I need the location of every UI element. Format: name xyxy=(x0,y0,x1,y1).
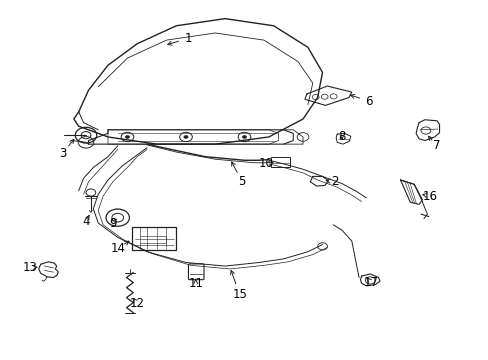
FancyBboxPatch shape xyxy=(188,264,203,280)
Text: 6: 6 xyxy=(365,95,372,108)
Text: 17: 17 xyxy=(363,276,378,289)
Text: 5: 5 xyxy=(238,175,245,188)
Text: 8: 8 xyxy=(338,130,345,144)
FancyBboxPatch shape xyxy=(132,226,176,250)
Text: 12: 12 xyxy=(129,297,144,310)
Text: 15: 15 xyxy=(232,288,246,301)
Text: 9: 9 xyxy=(109,216,116,230)
Circle shape xyxy=(183,135,188,139)
Text: 4: 4 xyxy=(82,215,90,228)
Text: 13: 13 xyxy=(22,261,37,274)
Text: 1: 1 xyxy=(184,32,192,45)
Circle shape xyxy=(125,135,130,139)
Text: 14: 14 xyxy=(110,242,125,255)
FancyBboxPatch shape xyxy=(271,157,289,167)
Text: 3: 3 xyxy=(60,147,67,159)
Text: 10: 10 xyxy=(259,157,273,170)
Text: 2: 2 xyxy=(330,175,338,188)
Circle shape xyxy=(242,135,246,139)
Text: 7: 7 xyxy=(432,139,440,152)
Text: 16: 16 xyxy=(422,190,436,203)
Text: 11: 11 xyxy=(188,278,203,291)
